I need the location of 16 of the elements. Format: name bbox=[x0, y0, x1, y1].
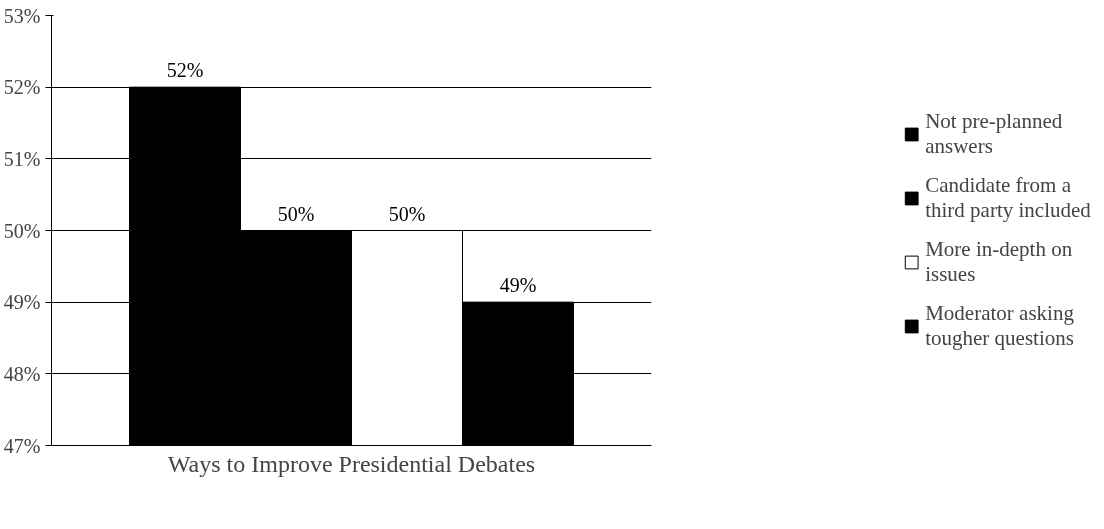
y-tick-label: 52% bbox=[3, 76, 41, 99]
y-tick-label: 53% bbox=[3, 4, 41, 27]
y-tick-label: 51% bbox=[3, 147, 41, 170]
data-label: 49% bbox=[499, 274, 537, 297]
legend-label: Candidate from a third party included bbox=[925, 173, 1091, 223]
y-tick-label: 47% bbox=[3, 434, 41, 457]
legend-label: Moderator asking tougher questions bbox=[925, 301, 1074, 351]
data-label: 50% bbox=[277, 202, 315, 225]
legend-label: Not pre-planned answers bbox=[925, 109, 1063, 159]
data-label: 50% bbox=[388, 202, 426, 225]
y-tick-label: 49% bbox=[3, 291, 41, 314]
x-axis-title: Ways to Improve Presidential Debates bbox=[167, 450, 536, 477]
y-tick-label: 50% bbox=[3, 219, 41, 242]
data-label: 52% bbox=[166, 59, 204, 82]
y-tick-label: 48% bbox=[3, 362, 41, 385]
legend-label: More in-depth on issues bbox=[925, 237, 1073, 287]
